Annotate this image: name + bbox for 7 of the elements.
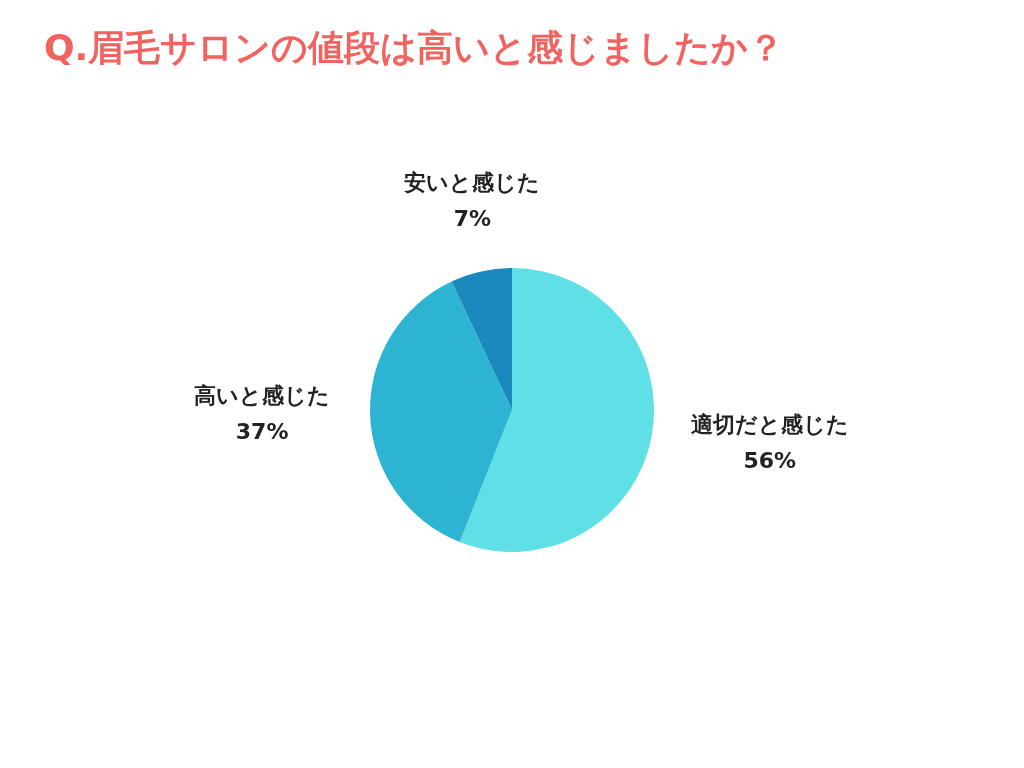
data-label: 37%: [235, 419, 289, 445]
slice-label: 高いと感じた: [194, 383, 331, 409]
data-label: 7%: [453, 206, 491, 232]
slice-label: 安いと感じた: [404, 170, 541, 196]
chart-title: Q.眉毛サロンの値段は高いと感じましたか？: [44, 26, 785, 70]
data-label: 56%: [743, 447, 797, 473]
slice-label: 適切だと感じた: [690, 411, 849, 437]
